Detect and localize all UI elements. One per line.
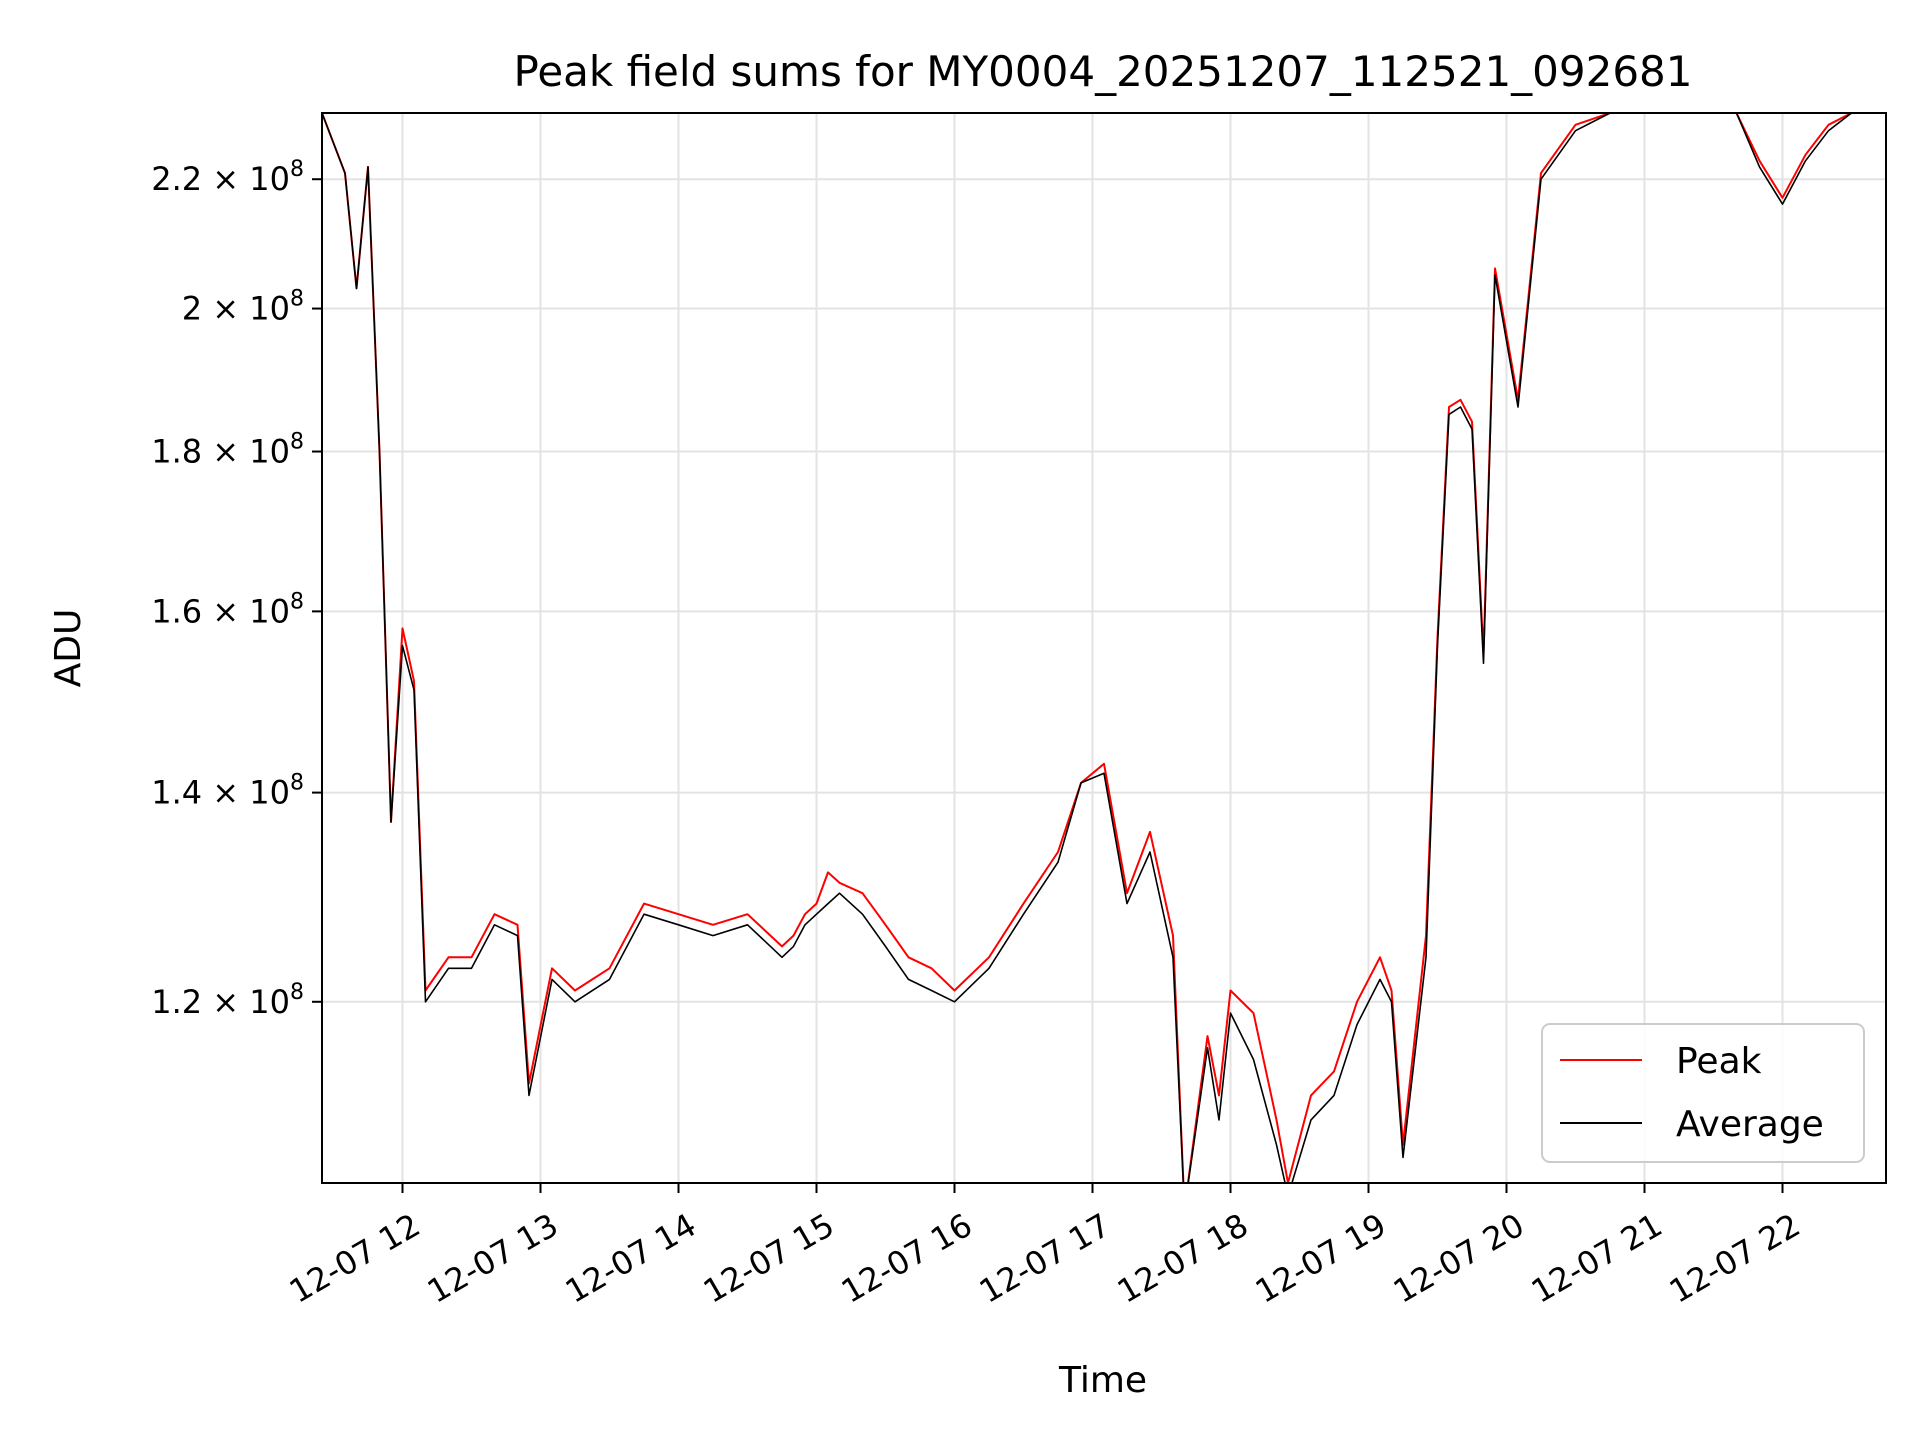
grid (322, 113, 1886, 1183)
y-tick-label: 1.2 × 108 (151, 980, 304, 1021)
y-tick-label: 2.2 × 108 (151, 157, 304, 198)
legend: Peak Average (1541, 1023, 1865, 1163)
legend-box (1541, 1023, 1865, 1163)
y-tick-label: 2 × 108 (182, 287, 304, 328)
x-axis-label: Time (1058, 1360, 1147, 1401)
y-axis-label: ADU (48, 609, 89, 688)
legend-label-average: Average (1676, 1104, 1824, 1145)
y-tick-label: 1.8 × 108 (151, 430, 304, 471)
series-layer (322, 113, 1875, 1183)
y-tick-label: 1.4 × 108 (151, 771, 304, 812)
y-tick-label: 1.6 × 108 (151, 589, 304, 630)
series-line-average (322, 113, 1875, 1183)
plot-frame (321, 112, 1887, 1184)
chart-title: Peak field sums for MY0004_20251207_1125… (513, 47, 1692, 96)
y-axis: 1.2 × 108 1.4 × 108 1.6 × 108 1.8 × 108 2 × … (151, 157, 322, 1021)
legend-label-peak: Peak (1676, 1041, 1762, 1082)
